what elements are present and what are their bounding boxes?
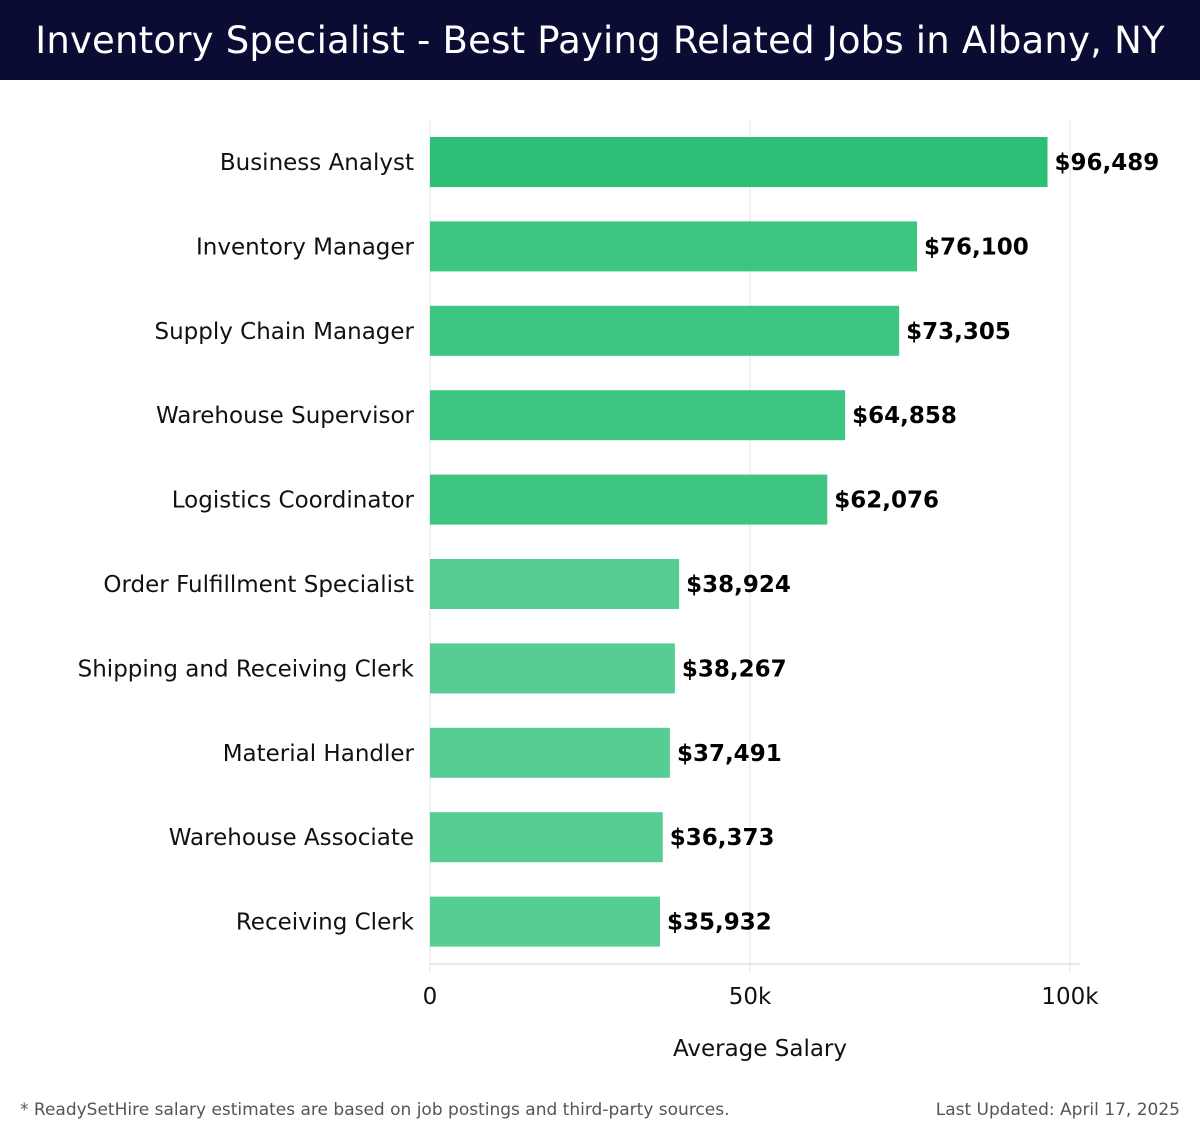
bar-8 xyxy=(430,812,663,863)
category-label-7: Material Handler xyxy=(223,741,415,767)
bar-7 xyxy=(430,727,670,778)
bar-4 xyxy=(430,474,828,525)
bar-0 xyxy=(430,137,1048,187)
bar-9 xyxy=(430,896,660,947)
category-label-9: Receiving Clerk xyxy=(236,910,415,936)
value-label-2: $73,305 xyxy=(906,319,1011,345)
category-label-0: Business Analyst xyxy=(220,150,414,176)
category-label-6: Shipping and Receiving Clerk xyxy=(78,656,415,682)
value-label-6: $38,267 xyxy=(682,656,787,682)
bar-2 xyxy=(430,305,900,356)
x-tick-label-1: 50k xyxy=(729,984,772,1010)
last-updated: Last Updated: April 17, 2025 xyxy=(935,1100,1180,1120)
x-axis-title: Average Salary xyxy=(673,1036,847,1062)
bar-chart: Business Analyst Inventory Manager Supply … xyxy=(78,120,1159,1062)
bar-1 xyxy=(430,221,918,272)
x-tick-label-2: 100k xyxy=(1041,984,1099,1010)
value-label-1: $76,100 xyxy=(924,234,1029,260)
bars xyxy=(430,137,1048,947)
value-label-8: $36,373 xyxy=(670,825,775,851)
category-label-3: Warehouse Supervisor xyxy=(156,403,415,429)
footnote: * ReadySetHire salary estimates are base… xyxy=(20,1100,730,1120)
footer: * ReadySetHire salary estimates are base… xyxy=(0,1096,1200,1128)
value-label-9: $35,932 xyxy=(667,910,772,936)
value-label-5: $38,924 xyxy=(686,572,791,598)
chart-header: Inventory Specialist - Best Paying Relat… xyxy=(0,0,1200,80)
value-label-4: $62,076 xyxy=(834,488,939,514)
category-label-4: Logistics Coordinator xyxy=(172,488,415,514)
chart-title: Inventory Specialist - Best Paying Relat… xyxy=(35,18,1165,62)
category-label-8: Warehouse Associate xyxy=(169,825,414,851)
value-label-0: $96,489 xyxy=(1055,150,1160,176)
x-axis: 0 50k 100k Average Salary xyxy=(423,963,1099,1062)
category-label-2: Supply Chain Manager xyxy=(154,319,414,345)
value-label-7: $37,491 xyxy=(677,741,782,767)
value-labels: $96,489 $76,100 $73,305 $64,858 $62,076 $38,9… xyxy=(667,150,1159,936)
value-label-3: $64,858 xyxy=(852,403,957,429)
category-label-5: Order Fulfillment Specialist xyxy=(103,572,414,598)
bar-5 xyxy=(430,559,680,609)
x-tick-label-0: 0 xyxy=(423,984,438,1010)
bar-3 xyxy=(430,390,846,441)
category-label-1: Inventory Manager xyxy=(196,234,415,260)
category-labels: Business Analyst Inventory Manager Supply … xyxy=(78,150,415,936)
bar-6 xyxy=(430,643,675,694)
